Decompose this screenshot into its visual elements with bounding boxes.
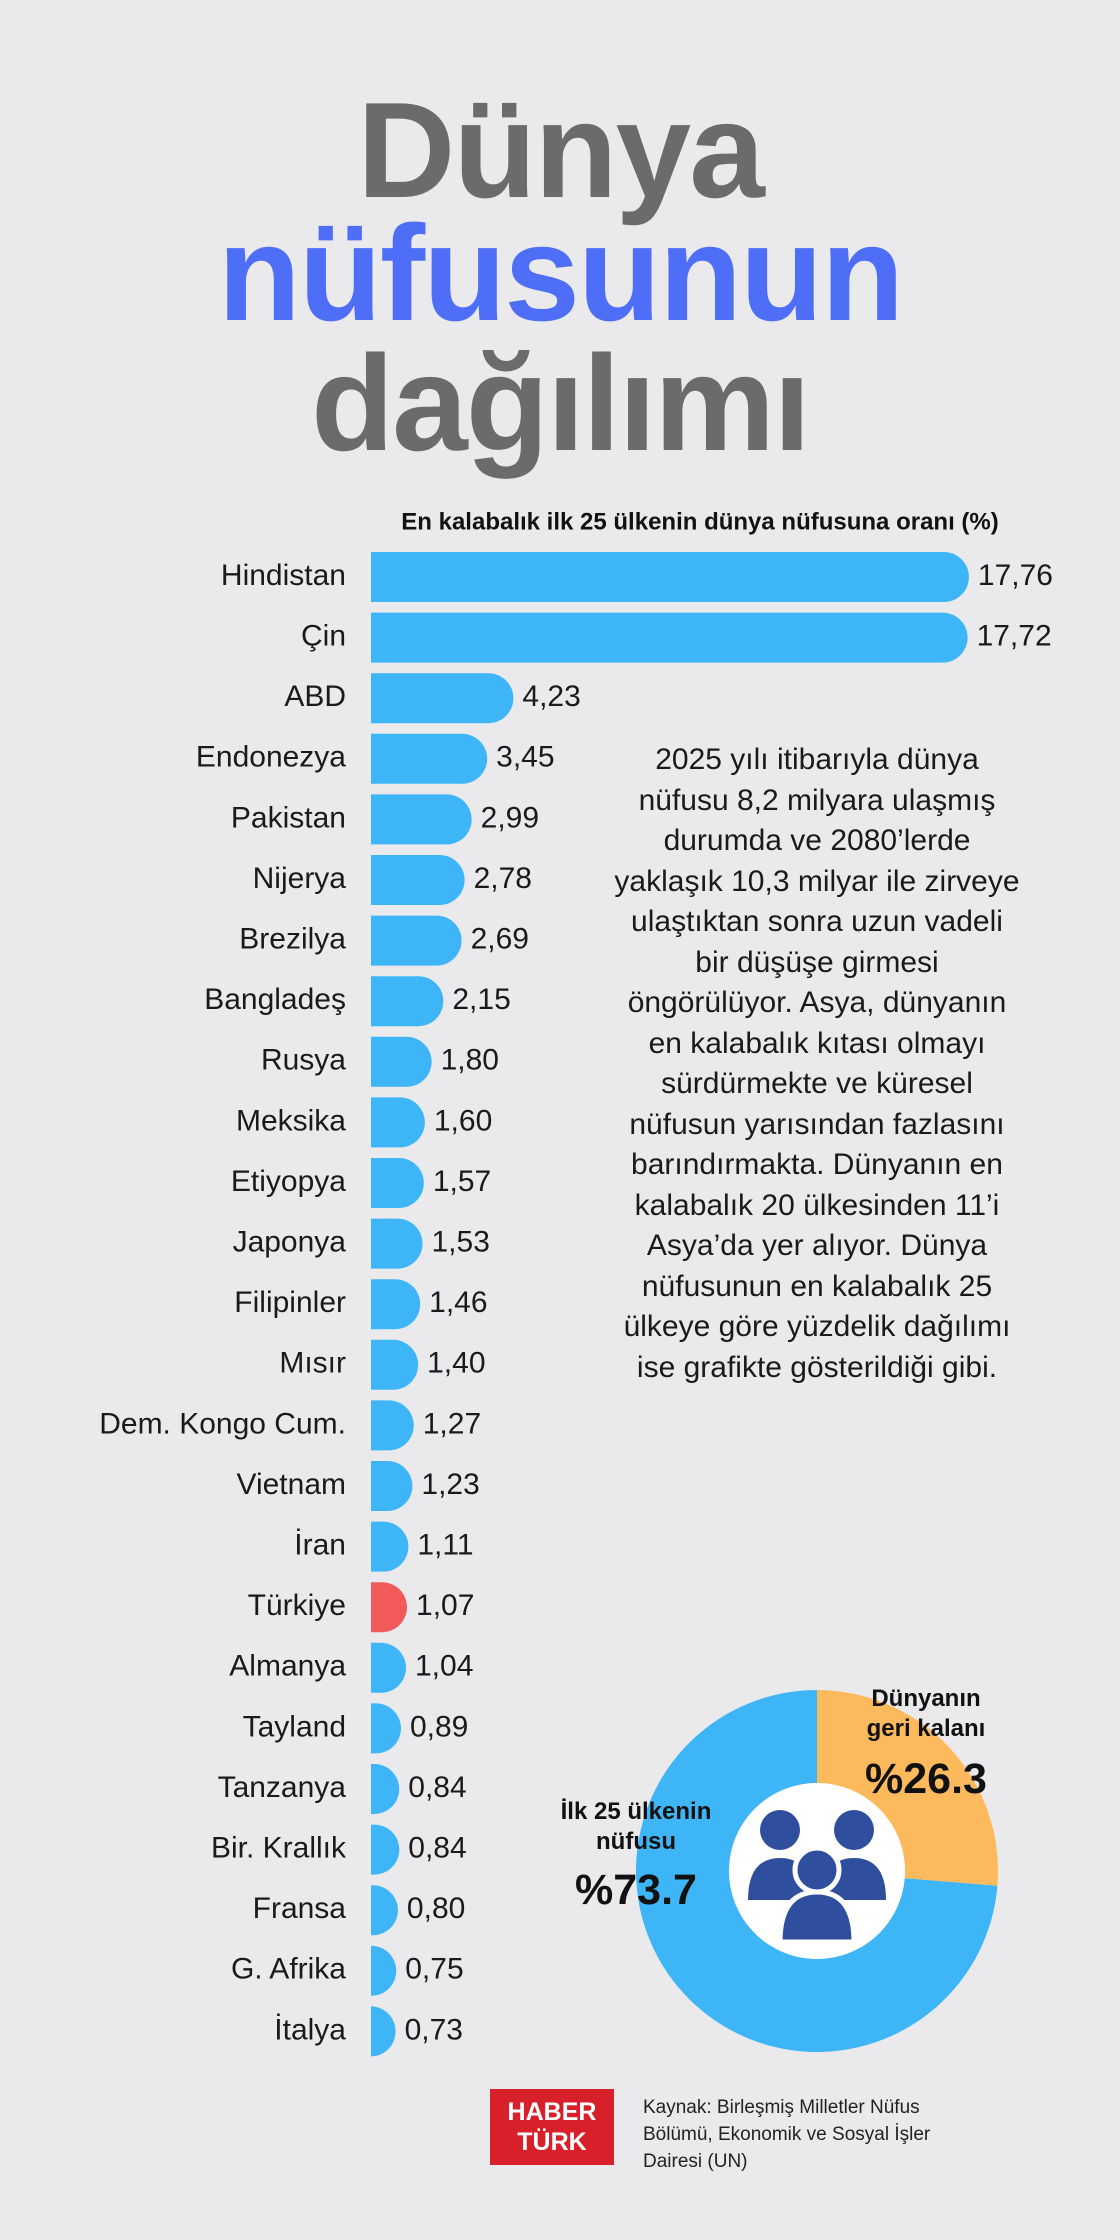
bar [371, 1097, 425, 1148]
bar [371, 1885, 398, 1936]
category-label: Almanya [229, 1650, 346, 1683]
value-label: 1,80 [441, 1044, 499, 1077]
bar [371, 1036, 432, 1087]
category-label: Nijerya [253, 862, 347, 895]
category-label: Fransa [253, 1892, 347, 1925]
title-line: nüfusunun [217, 197, 904, 349]
bar [371, 794, 472, 845]
value-label: 17,72 [977, 620, 1052, 653]
category-label: ABD [284, 680, 346, 713]
bar [371, 1582, 407, 1633]
slice-name: Dünyanın geri kalanı [866, 1685, 986, 1742]
bar [371, 976, 444, 1027]
category-label: İran [294, 1529, 346, 1562]
category-label: Bir. Krallık [211, 1832, 347, 1865]
category-label: Rusya [261, 1044, 346, 1077]
value-label: 1,04 [415, 1650, 473, 1683]
slice-value: %73.7 [575, 1866, 697, 1914]
donut [636, 1690, 998, 2053]
bar [371, 552, 969, 602]
value-label: 0,75 [405, 1953, 463, 1986]
bar [371, 1400, 414, 1451]
category-label: Brezilya [239, 923, 346, 956]
logo-text: TÜRK [517, 2128, 587, 2156]
value-label: 1,11 [417, 1529, 473, 1562]
value-label: 0,84 [408, 1832, 466, 1865]
bar [371, 1158, 424, 1208]
value-label: 2,78 [474, 862, 532, 895]
bar [371, 1521, 409, 1572]
title-line: Dünya [357, 74, 765, 226]
category-label: Etiyopya [231, 1165, 346, 1198]
category-label: Meksika [236, 1104, 346, 1137]
value-label: 1,60 [434, 1104, 492, 1137]
category-label: Çin [301, 620, 346, 653]
slice-name: İlk 25 ülkenin nüfusu [560, 1798, 712, 1855]
value-label: 0,84 [408, 1771, 466, 1804]
value-label: 0,80 [407, 1892, 465, 1925]
bar [371, 1642, 407, 1693]
value-label: 1,53 [432, 1226, 490, 1259]
bar [371, 612, 968, 663]
value-label: 0,73 [405, 2013, 463, 2046]
bar [371, 733, 488, 784]
category-label: Türkiye [248, 1589, 346, 1622]
slice-value: %26.3 [865, 1755, 987, 1803]
category-label: Filipinler [234, 1286, 346, 1319]
people-icon [729, 1783, 905, 1959]
logo: HABER TÜRK [490, 2089, 614, 2165]
value-label: 1,57 [433, 1165, 491, 1198]
bar [371, 1945, 397, 1996]
bar [371, 1703, 401, 1754]
bar [371, 673, 514, 724]
category-label: İtalya [274, 2013, 346, 2046]
logo-text: HABER [507, 2098, 597, 2126]
bar [371, 2006, 396, 2057]
bar [371, 1824, 400, 1875]
category-label: Vietnam [236, 1468, 346, 1501]
bar [371, 1279, 421, 1330]
value-label: 2,15 [452, 983, 510, 1016]
bar [371, 1218, 423, 1269]
category-label: Japonya [233, 1226, 347, 1259]
category-label: Hindistan [221, 559, 346, 592]
source: Kaynak: Birleşmiş Milletler Nüfus Bölümü… [643, 2097, 931, 2172]
category-label: Tanzanya [218, 1771, 347, 1804]
category-label: G. Afrika [231, 1953, 346, 1986]
donut-slice [636, 1690, 998, 2053]
bar [371, 855, 465, 905]
value-label: 0,89 [410, 1710, 468, 1743]
title-line: dağılımı [311, 327, 811, 479]
bar [371, 915, 462, 966]
category-label: Tayland [243, 1710, 346, 1743]
value-label: 17,76 [978, 559, 1053, 592]
category-label: Dem. Kongo Cum. [99, 1407, 346, 1440]
value-label: 2,99 [481, 801, 539, 834]
bar [371, 1764, 400, 1814]
value-label: 1,40 [427, 1347, 485, 1380]
description: 2025 yılı itibarıyla dünya nüfusu 8,2 mi… [614, 743, 1020, 1384]
category-label: Mısır [279, 1347, 346, 1380]
value-label: 1,27 [423, 1407, 481, 1440]
category-label: Pakistan [231, 801, 346, 834]
subtitle: En kalabalık ilk 25 ülkenin dünya nüfusu… [401, 508, 998, 535]
category-label: Endonezya [196, 741, 346, 774]
value-label: 2,69 [471, 923, 529, 956]
value-label: 3,45 [496, 741, 554, 774]
donut-slice [817, 1690, 998, 1886]
value-label: 1,07 [416, 1589, 474, 1622]
bar [371, 1461, 413, 1511]
value-label: 1,46 [429, 1286, 487, 1319]
value-label: 1,23 [421, 1468, 479, 1501]
bar [371, 1339, 419, 1390]
category-label: Bangladeş [204, 983, 346, 1016]
value-label: 4,23 [522, 680, 580, 713]
